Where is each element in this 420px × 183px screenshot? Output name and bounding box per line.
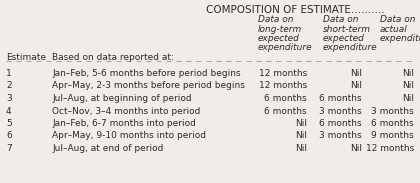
- Text: Based on data reported at:: Based on data reported at:: [52, 53, 174, 62]
- Text: Apr–May, 2-3 months before period begins: Apr–May, 2-3 months before period begins: [52, 81, 245, 91]
- Text: 6 months: 6 months: [371, 119, 414, 128]
- Text: 3 months: 3 months: [371, 107, 414, 115]
- Text: 12 months: 12 months: [259, 81, 307, 91]
- Text: Jan–Feb, 5-6 months before period begins: Jan–Feb, 5-6 months before period begins: [52, 69, 241, 78]
- Text: 2: 2: [6, 81, 12, 91]
- Text: 6 months: 6 months: [264, 107, 307, 115]
- Text: Nil: Nil: [295, 144, 307, 153]
- Text: COMPOSITION OF ESTIMATE..........: COMPOSITION OF ESTIMATE..........: [206, 5, 384, 15]
- Text: Data on: Data on: [323, 15, 359, 24]
- Text: 6 months: 6 months: [264, 94, 307, 103]
- Text: 6: 6: [6, 132, 12, 141]
- Text: long-term: long-term: [258, 25, 302, 33]
- Text: expected: expected: [323, 34, 365, 43]
- Text: Nil: Nil: [402, 94, 414, 103]
- Text: Nil: Nil: [295, 132, 307, 141]
- Text: Jan–Feb, 6-7 months into period: Jan–Feb, 6-7 months into period: [52, 119, 196, 128]
- Text: Nil: Nil: [350, 69, 362, 78]
- Text: 6 months: 6 months: [319, 119, 362, 128]
- Text: Nil: Nil: [350, 81, 362, 91]
- Text: expenditure: expenditure: [323, 44, 378, 53]
- Text: Nil: Nil: [350, 144, 362, 153]
- Text: expected: expected: [258, 34, 300, 43]
- Text: 12 months: 12 months: [366, 144, 414, 153]
- Text: Jul–Aug, at beginning of period: Jul–Aug, at beginning of period: [52, 94, 192, 103]
- Text: Nil: Nil: [295, 119, 307, 128]
- Text: Oct–Nov, 3–4 months into period: Oct–Nov, 3–4 months into period: [52, 107, 200, 115]
- Text: Jul–Aug, at end of period: Jul–Aug, at end of period: [52, 144, 163, 153]
- Text: Data on: Data on: [258, 15, 294, 24]
- Text: short-term: short-term: [323, 25, 371, 33]
- Text: Nil: Nil: [402, 69, 414, 78]
- Text: 4: 4: [6, 107, 12, 115]
- Text: 12 months: 12 months: [259, 69, 307, 78]
- Text: 7: 7: [6, 144, 12, 153]
- Text: expenditure: expenditure: [258, 44, 312, 53]
- Text: expenditure: expenditure: [380, 34, 420, 43]
- Text: actual: actual: [380, 25, 408, 33]
- Text: Apr–May, 9-10 months into period: Apr–May, 9-10 months into period: [52, 132, 206, 141]
- Text: 3 months: 3 months: [319, 132, 362, 141]
- Text: 3: 3: [6, 94, 12, 103]
- Text: Estimate: Estimate: [6, 53, 46, 62]
- Text: 3 months: 3 months: [319, 107, 362, 115]
- Text: 9 months: 9 months: [371, 132, 414, 141]
- Text: Nil: Nil: [402, 81, 414, 91]
- Text: 5: 5: [6, 119, 12, 128]
- Text: 6 months: 6 months: [319, 94, 362, 103]
- Text: Data on: Data on: [380, 15, 415, 24]
- Text: 1: 1: [6, 69, 12, 78]
